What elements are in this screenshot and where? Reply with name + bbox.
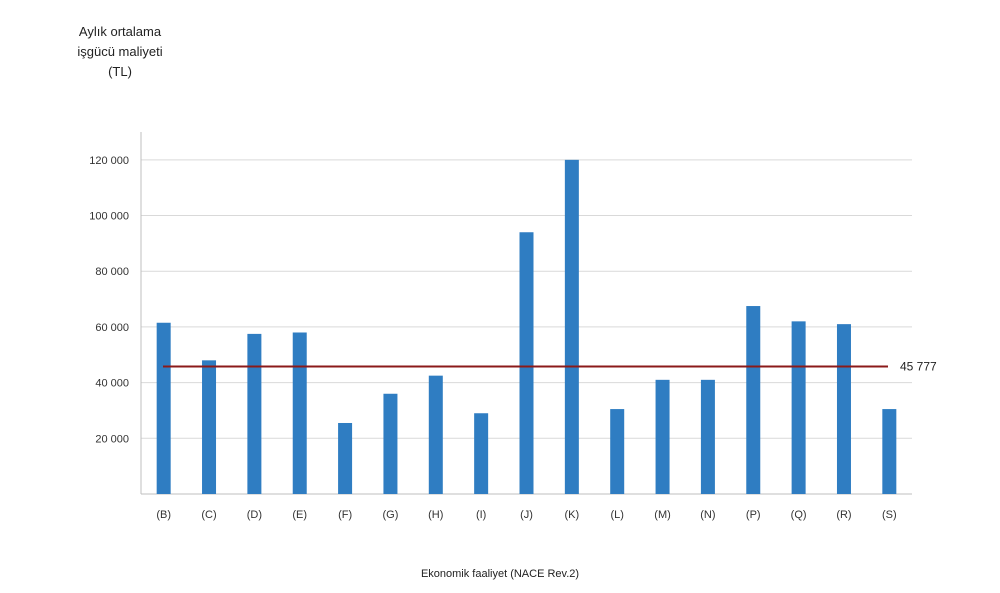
x-tick-label: (S) bbox=[882, 509, 897, 521]
y-axis-title-line-2: işgücü maliyeti bbox=[77, 44, 163, 59]
x-tick-label: (K) bbox=[565, 509, 580, 521]
x-tick-label: (R) bbox=[836, 509, 851, 521]
bar bbox=[882, 409, 897, 494]
x-axis-title: Ekonomik faaliyet (NACE Rev.2) bbox=[420, 568, 580, 580]
y-axis-title: Aylık ortalama işgücü maliyeti (TL) bbox=[60, 22, 180, 82]
bar bbox=[202, 360, 217, 494]
bar bbox=[655, 379, 670, 494]
bar bbox=[383, 393, 398, 494]
x-tick-label: (Q) bbox=[791, 509, 807, 521]
x-tick-label: (M) bbox=[654, 509, 671, 521]
x-tick-label: (J) bbox=[520, 509, 533, 521]
x-tick-label: (D) bbox=[247, 509, 262, 521]
y-tick-label: 60 000 bbox=[95, 322, 129, 334]
x-tick-label: (N) bbox=[700, 509, 715, 521]
average-line-label: 45 777 bbox=[900, 360, 937, 374]
bar bbox=[428, 375, 443, 494]
x-tick-label: (P) bbox=[746, 509, 761, 521]
x-tick-label: (C) bbox=[201, 509, 216, 521]
bar bbox=[791, 321, 806, 494]
bar bbox=[247, 333, 262, 494]
y-tick-label: 100 000 bbox=[89, 211, 129, 223]
y-tick-label: 20 000 bbox=[95, 433, 129, 445]
y-tick-label: 40 000 bbox=[95, 378, 129, 390]
bar bbox=[156, 322, 171, 494]
x-tick-label: (G) bbox=[382, 509, 398, 521]
bar bbox=[474, 413, 489, 494]
bar bbox=[610, 409, 625, 494]
x-tick-label: (F) bbox=[338, 509, 352, 521]
bar bbox=[292, 332, 307, 494]
y-tick-label: 120 000 bbox=[89, 155, 129, 167]
bar bbox=[519, 232, 534, 494]
y-axis-title-line-3: (TL) bbox=[108, 64, 132, 79]
bar bbox=[338, 422, 353, 494]
y-tick-label: 80 000 bbox=[95, 266, 129, 278]
x-tick-label: (B) bbox=[156, 509, 171, 521]
bar bbox=[836, 324, 851, 494]
bar bbox=[700, 379, 715, 494]
bar bbox=[746, 306, 761, 494]
y-axis-title-line-1: Aylık ortalama bbox=[78, 24, 162, 39]
x-tick-label: (L) bbox=[610, 509, 623, 521]
x-tick-label: (E) bbox=[292, 509, 307, 521]
x-tick-label: (I) bbox=[476, 509, 486, 521]
bar bbox=[564, 159, 579, 494]
x-tick-label: (H) bbox=[428, 509, 443, 521]
